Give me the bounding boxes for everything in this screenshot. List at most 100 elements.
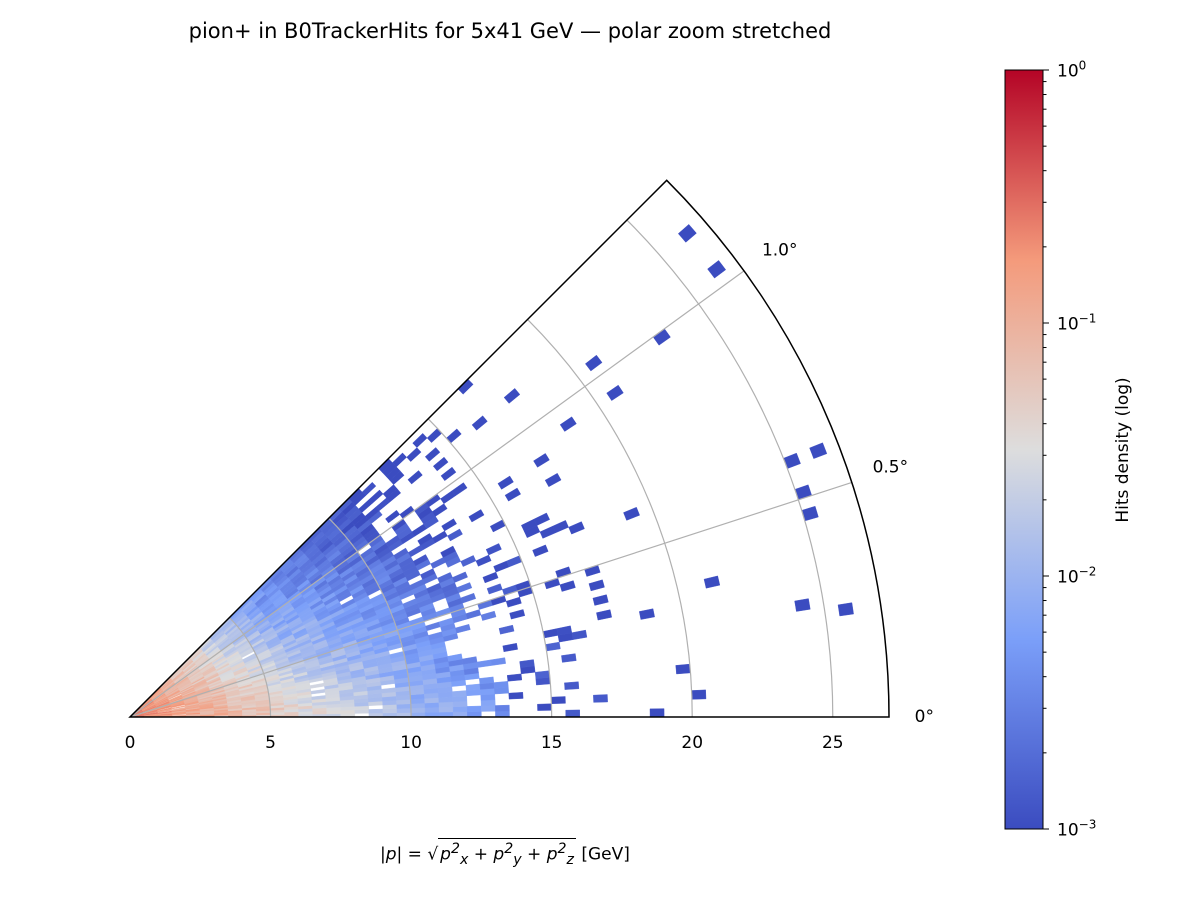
heatmap-bin [465, 609, 482, 620]
heatmap-bin [592, 594, 609, 606]
heatmap-bin [460, 555, 477, 567]
heatmap-bin [505, 596, 522, 608]
heatmap-bin [396, 707, 412, 714]
heatmap-bin [475, 554, 492, 567]
heatmap-bin [447, 653, 463, 662]
heatmap-bin [361, 481, 377, 496]
polar-spine [128, 179, 890, 718]
heatmap-bin [440, 466, 457, 481]
r-gridline [527, 319, 693, 718]
tick-exp: −2 [1078, 564, 1097, 579]
xlabel-px: p [440, 844, 451, 865]
xlabel-sy: y [513, 852, 522, 869]
xlabel-py: p [493, 844, 505, 865]
xlabel-pz: p [546, 844, 558, 865]
heatmap-bin [412, 433, 428, 448]
heatmap-bin [506, 673, 523, 682]
heatmap-bin [417, 533, 433, 546]
heatmap-bin [707, 260, 727, 279]
tick-exp: −1 [1078, 311, 1097, 326]
heatmap-bin [675, 663, 691, 675]
polar-frame [128, 179, 890, 718]
r-tick-label: 5 [265, 733, 276, 753]
xlabel-unit: [GeV] [581, 844, 630, 865]
heatmap-bin [438, 711, 454, 718]
colorbar-tick-label: 100 [1057, 59, 1086, 82]
heatmap-bin [452, 690, 467, 697]
heatmap-bin [571, 629, 588, 640]
heatmap-bin [481, 705, 496, 712]
heatmap-bin [462, 656, 478, 665]
heatmap-bin [794, 598, 811, 612]
heatmap-bin [480, 693, 496, 701]
heatmap-bin [438, 706, 454, 713]
heatmap-bin [480, 610, 497, 621]
r-tick-label: 0 [125, 733, 136, 753]
heatmap-bin [490, 657, 506, 666]
heatmap-bin [467, 711, 482, 718]
heatmap-bin [437, 572, 453, 584]
heatmap-bin [565, 709, 580, 718]
theta-tick-label: 1.0° [762, 240, 798, 260]
heatmap-bin [406, 447, 422, 462]
theta-gridline [129, 481, 853, 718]
heatmap-bin [561, 653, 577, 663]
heatmap-bin [424, 447, 441, 462]
colorbar-ticks [1043, 69, 1049, 830]
r-gridline [228, 617, 272, 718]
heatmap-bin [424, 707, 440, 713]
heatmap-bin [504, 487, 521, 502]
heatmap-bin [545, 641, 561, 652]
xlabel-lhs: |p| = [380, 844, 428, 865]
xlabel-sx: x [459, 852, 469, 869]
heatmap-bin [471, 415, 488, 431]
heatmap-bins [129, 224, 854, 718]
heatmap-bin [532, 544, 549, 557]
heatmap-bin [411, 523, 427, 537]
tick-base: 10 [1057, 61, 1079, 82]
xlabel-radical: p2x + p2y + p2z [438, 838, 576, 868]
heatmap-bin [485, 543, 502, 556]
heatmap-bin [441, 518, 457, 532]
colorbar-label: Hits density (log) [1113, 377, 1133, 523]
heatmap-bin [542, 628, 559, 639]
heatmap-bin [368, 708, 384, 714]
heatmap-bin [482, 571, 499, 584]
heatmap-bin [432, 456, 449, 472]
heatmap-bin [533, 453, 550, 468]
heatmap-bin [596, 609, 612, 621]
chart-title: pion+ in B0TrackerHits for 5x41 GeV — po… [188, 19, 832, 43]
heatmap-bin [585, 354, 603, 372]
xlabel-sz: z [566, 852, 574, 869]
heatmap-bin [519, 659, 535, 668]
heatmap-bin [447, 528, 463, 542]
heatmap-bin [588, 579, 605, 592]
heatmap-bin [502, 643, 518, 652]
heatmap-bin [691, 689, 707, 700]
heatmap-bin [465, 683, 481, 691]
heatmap-bin [310, 689, 326, 695]
heatmap-bin [539, 525, 556, 539]
heatmap-bin [837, 602, 854, 617]
tick-base: 10 [1057, 567, 1079, 588]
r-gridline [427, 418, 553, 718]
heatmap-bin [639, 608, 655, 620]
heatmap-bin [451, 482, 468, 497]
colorbar-tick-label: 10−1 [1057, 312, 1096, 335]
theta-gridline [129, 270, 745, 718]
heatmap-bin [552, 520, 569, 534]
heatmap-bin [432, 530, 448, 544]
heatmap-bin [479, 676, 495, 685]
heatmap-bin [550, 696, 566, 704]
tick-exp: 0 [1078, 58, 1087, 73]
colorbar-tick-label: 10−3 [1057, 818, 1096, 841]
heatmap-bin [466, 705, 482, 712]
heatmap-bin [503, 388, 521, 404]
heatmap-bin [476, 659, 493, 668]
heatmap-bin [568, 521, 585, 535]
heatmap-bin [809, 442, 828, 459]
heatmap-bin [555, 566, 572, 579]
heatmap-bin [533, 512, 550, 526]
heatmap-bin [368, 489, 384, 504]
